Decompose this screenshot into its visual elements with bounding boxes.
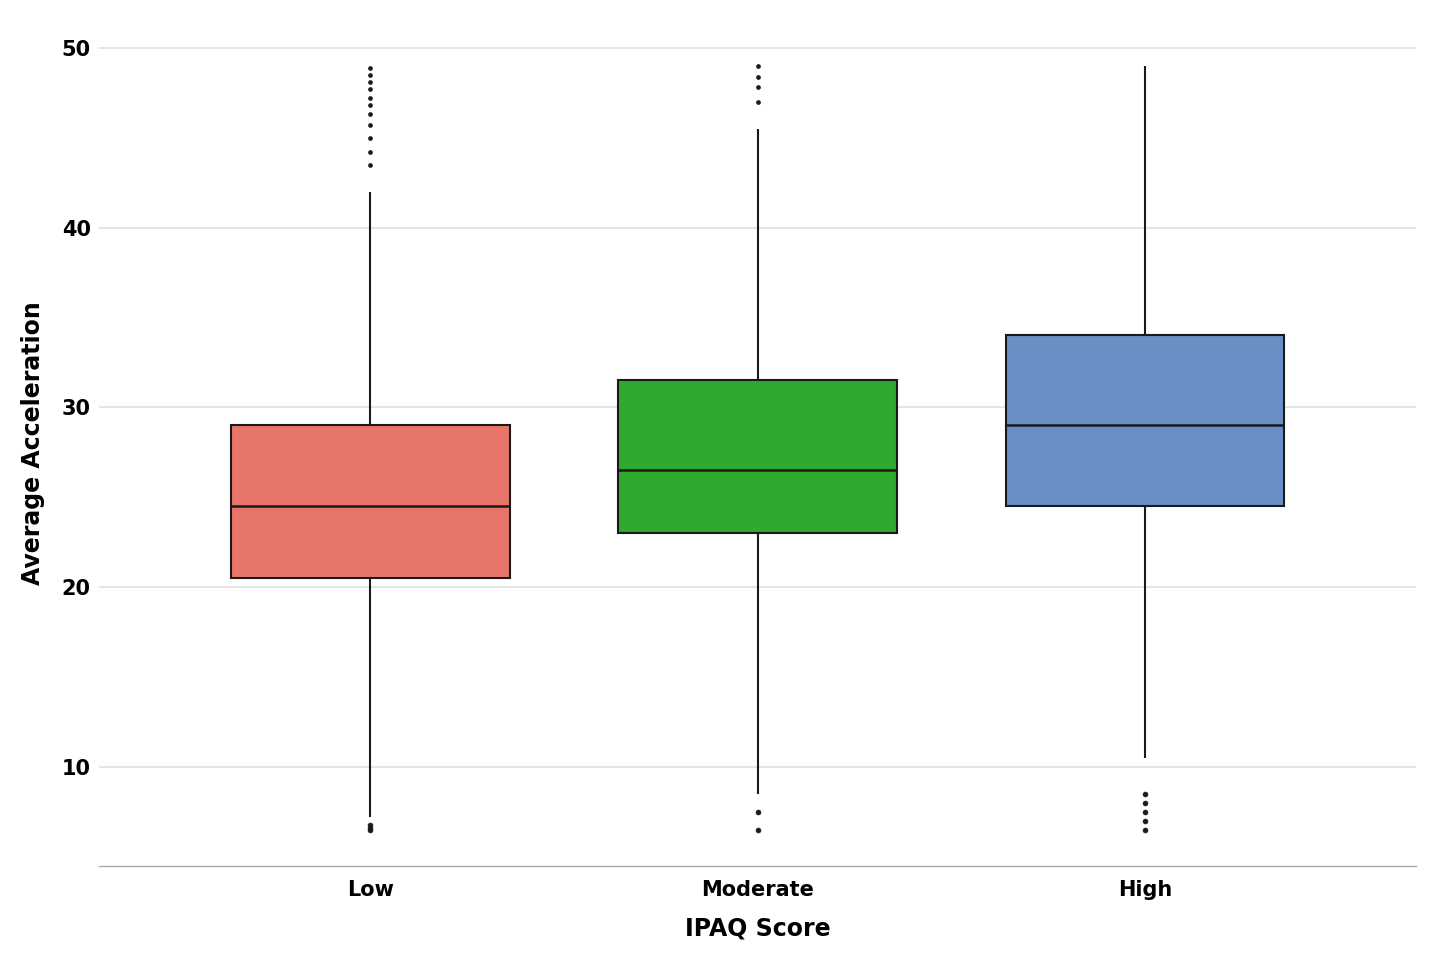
Bar [1006,335,1285,506]
X-axis label: IPAQ Score: IPAQ Score [685,916,831,940]
Bar [231,426,510,578]
Y-axis label: Average Acceleration: Average Acceleration [20,302,45,585]
Bar [618,381,897,533]
